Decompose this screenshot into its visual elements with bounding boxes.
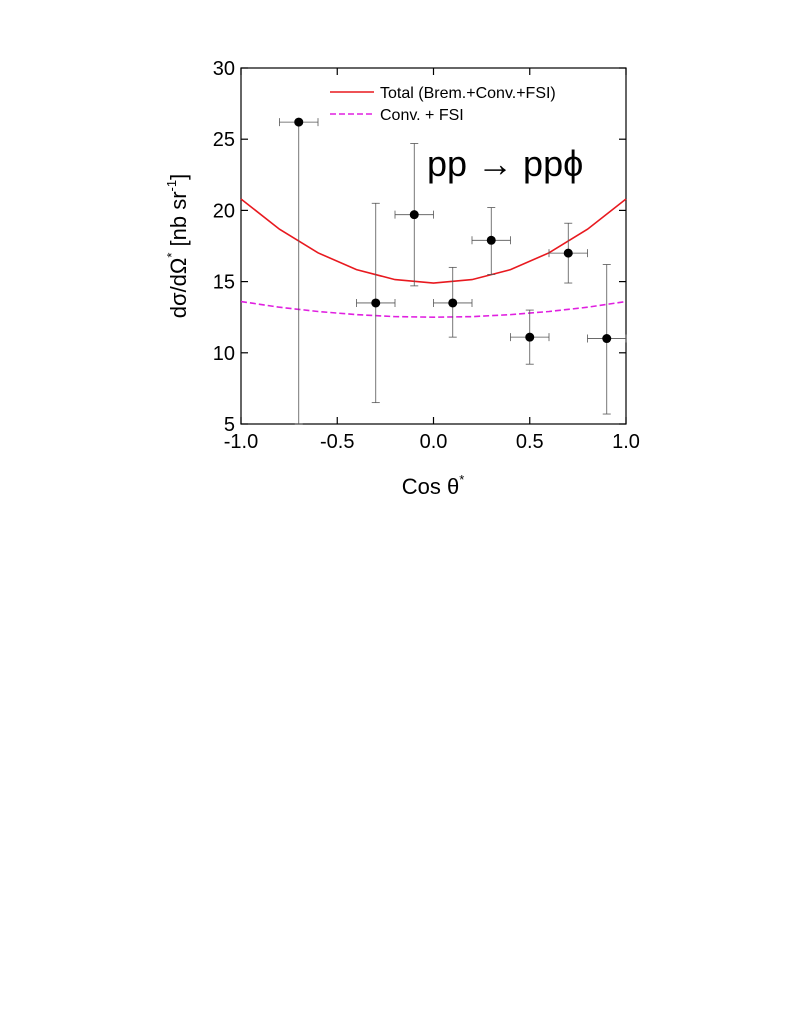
y-tick-label: 20 bbox=[213, 200, 235, 222]
y-label-unit-sup: -1 bbox=[164, 180, 179, 192]
y-tick-label: 30 bbox=[213, 58, 235, 80]
data-point bbox=[448, 298, 458, 308]
legend-label: Conv. + FSI bbox=[380, 107, 464, 124]
data-point bbox=[409, 210, 419, 220]
y-axis-label: dσ/dΩ* [nb sr-1] bbox=[164, 174, 191, 319]
curve bbox=[240, 300, 627, 319]
data-point bbox=[371, 298, 381, 308]
x-tick-label: -1.0 bbox=[224, 431, 258, 453]
y-label-sup: * bbox=[164, 253, 179, 258]
data-point bbox=[486, 235, 496, 245]
y-tick-label: 10 bbox=[213, 343, 235, 365]
x-tick-label: -0.5 bbox=[320, 431, 354, 453]
x-label-sup: * bbox=[459, 472, 464, 487]
x-label-text: Cos θ bbox=[402, 474, 459, 499]
y-tick-label: 15 bbox=[213, 272, 235, 294]
x-tick-label: 0.5 bbox=[516, 431, 544, 453]
x-axis-label: Cos θ* bbox=[402, 472, 465, 499]
curve bbox=[240, 198, 627, 284]
y-tick-label: 5 bbox=[224, 414, 235, 436]
data-point bbox=[602, 334, 612, 344]
y-label-unit-end: ] bbox=[166, 174, 191, 180]
annotation: pp → ppϕ bbox=[427, 143, 583, 184]
y-label-text: dσ/dΩ bbox=[166, 258, 191, 319]
legend-label: Total (Brem.+Conv.+FSI) bbox=[380, 85, 556, 102]
data-point bbox=[563, 248, 573, 258]
data-point bbox=[525, 332, 535, 342]
y-label-unit: [nb sr bbox=[166, 191, 191, 252]
x-tick-label: 0.0 bbox=[420, 431, 448, 453]
data-point bbox=[294, 117, 304, 127]
y-tick-label: 25 bbox=[213, 129, 235, 151]
x-tick-label: 1.0 bbox=[612, 431, 640, 453]
